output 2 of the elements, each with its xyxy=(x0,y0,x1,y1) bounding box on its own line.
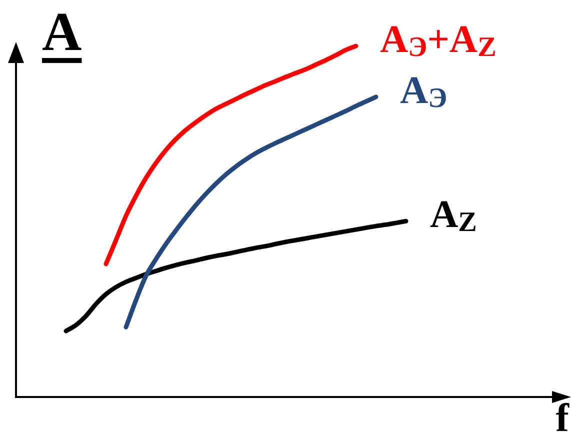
y-axis-title: A xyxy=(42,0,82,64)
x-axis-title: f xyxy=(556,395,570,434)
